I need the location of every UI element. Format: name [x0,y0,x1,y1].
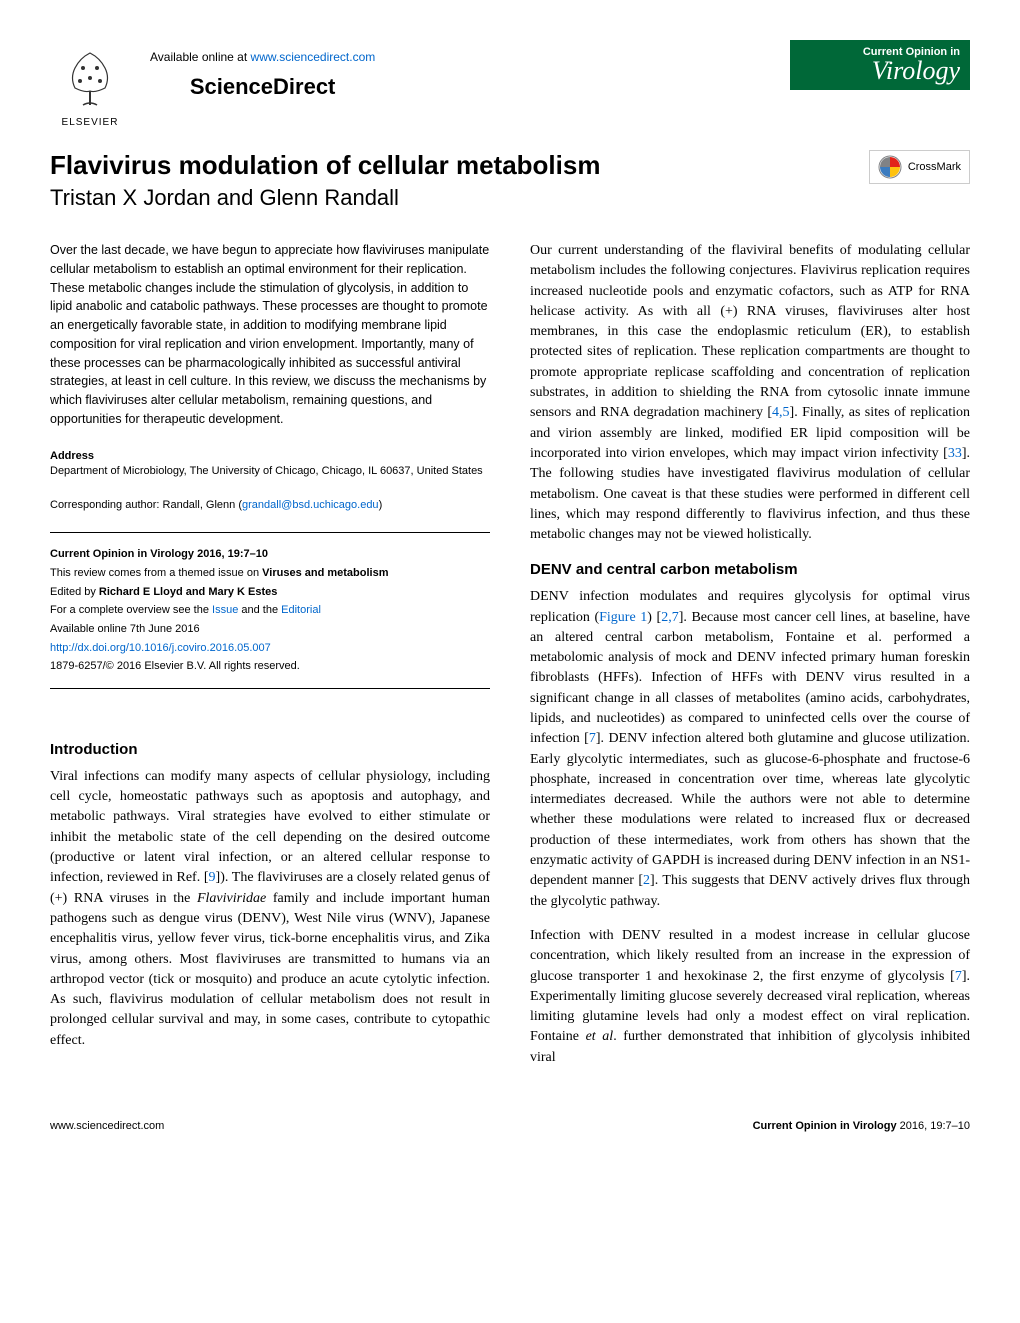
left-column: Over the last decade, we have begun to a… [50,241,490,1082]
authors: Tristan X Jordan and Glenn Randall [50,185,600,211]
abstract: Over the last decade, we have begun to a… [50,241,490,429]
themed-prefix: This review comes from a themed issue on [50,567,262,579]
corresponding-suffix: ) [379,499,383,511]
overview-mid: and the [238,604,281,616]
corresponding-author: Corresponding author: Randall, Glenn (gr… [50,498,490,514]
col2-paragraph-1: Our current understanding of the flavivi… [530,241,970,545]
copyright-line: 1879-6257/© 2016 Elsevier B.V. All right… [50,657,490,676]
editorial-link[interactable]: Editorial [281,604,321,616]
header-center: Available online at www.sciencedirect.co… [150,40,375,100]
crossmark-label: CrossMark [908,161,961,173]
sciencedirect-brand: ScienceDirect [150,74,375,100]
footer-right: Current Opinion in Virology 2016, 19:7–1… [753,1120,970,1132]
intro-paragraph-1: Viral infections can modify many aspects… [50,767,490,1051]
ref-2[interactable]: 2 [643,873,650,888]
article-title: Flavivirus modulation of cellular metabo… [50,150,600,181]
doi-link[interactable]: http://dx.doi.org/10.1016/j.coviro.2016.… [50,642,271,654]
themed-issue-line: This review comes from a themed issue on… [50,564,490,583]
ref-2-7[interactable]: 2,7 [661,610,679,625]
two-column-layout: Over the last decade, we have begun to a… [50,241,970,1082]
overview-prefix: For a complete overview see the [50,604,212,616]
denv-heading: DENV and central carbon metabolism [530,559,970,581]
journal-badge-bottom: Virology [800,58,960,84]
denv-p2-a: Infection with DENV resulted in a modest… [530,928,970,984]
ref-9[interactable]: 9 [209,870,216,885]
introduction-heading: Introduction [50,739,490,761]
themed-issue: Viruses and metabolism [262,567,388,579]
elsevier-label: ELSEVIER [62,117,119,128]
intro-p1-c: family and include important human patho… [50,891,490,1048]
ref-33[interactable]: 33 [948,446,962,461]
address-block: Address Department of Microbiology, The … [50,449,490,481]
available-online-date: Available online 7th June 2016 [50,620,490,639]
col2-p1-a: Our current understanding of the flavivi… [530,243,970,420]
crossmark-icon [878,155,902,179]
overview-line: For a complete overview see the Issue an… [50,601,490,620]
title-row: Flavivirus modulation of cellular metabo… [50,150,970,211]
et-al-italic: et al [586,1029,614,1044]
footer-journal-name: Current Opinion in Virology [753,1120,897,1132]
corresponding-prefix: Corresponding author: Randall, Glenn ( [50,499,242,511]
header-left: ELSEVIER Available online at www.science… [50,40,375,130]
citation-line: Current Opinion in Virology 2016, 19:7–1… [50,545,490,564]
editors-names: Richard E Lloyd and Mary K Estes [99,586,278,598]
ref-7b[interactable]: 7 [955,969,962,984]
crossmark-badge[interactable]: CrossMark [869,150,970,184]
ref-7a[interactable]: 7 [589,731,596,746]
sciencedirect-url-link[interactable]: www.sciencedirect.com [251,50,376,64]
ref-4-5[interactable]: 4,5 [772,405,790,420]
denv-p1-d: ]. DENV infection altered both glutamine… [530,731,970,888]
elsevier-tree-icon [55,43,125,113]
available-online-text: Available online at www.sciencedirect.co… [150,50,375,64]
available-prefix: Available online at [150,50,251,64]
title-block: Flavivirus modulation of cellular metabo… [50,150,600,211]
footer-citation: 2016, 19:7–10 [897,1120,970,1132]
journal-badge: Current Opinion in Virology [790,40,970,90]
denv-p1-b: ) [ [647,610,661,625]
address-text: Department of Microbiology, The Universi… [50,464,490,480]
editors-prefix: Edited by [50,586,99,598]
denv-paragraph-1: DENV infection modulates and requires gl… [530,587,970,912]
article-info-box: Current Opinion in Virology 2016, 19:7–1… [50,532,490,689]
page-header: ELSEVIER Available online at www.science… [50,40,970,130]
corresponding-email-link[interactable]: grandall@bsd.uchicago.edu [242,499,379,511]
figure-1-link[interactable]: Figure 1 [599,610,647,625]
issue-link[interactable]: Issue [212,604,238,616]
denv-p1-c: ]. Because most cancer cell lines, at ba… [530,610,970,747]
flaviviridae-italic: Flaviviridae [197,891,266,906]
address-label: Address [50,449,490,465]
elsevier-logo: ELSEVIER [50,40,130,130]
denv-paragraph-2: Infection with DENV resulted in a modest… [530,926,970,1068]
right-column: Our current understanding of the flavivi… [530,241,970,1082]
intro-p1-a: Viral infections can modify many aspects… [50,769,490,885]
footer-left: www.sciencedirect.com [50,1120,164,1132]
page-footer: www.sciencedirect.com Current Opinion in… [50,1112,970,1132]
editors-line: Edited by Richard E Lloyd and Mary K Est… [50,583,490,602]
